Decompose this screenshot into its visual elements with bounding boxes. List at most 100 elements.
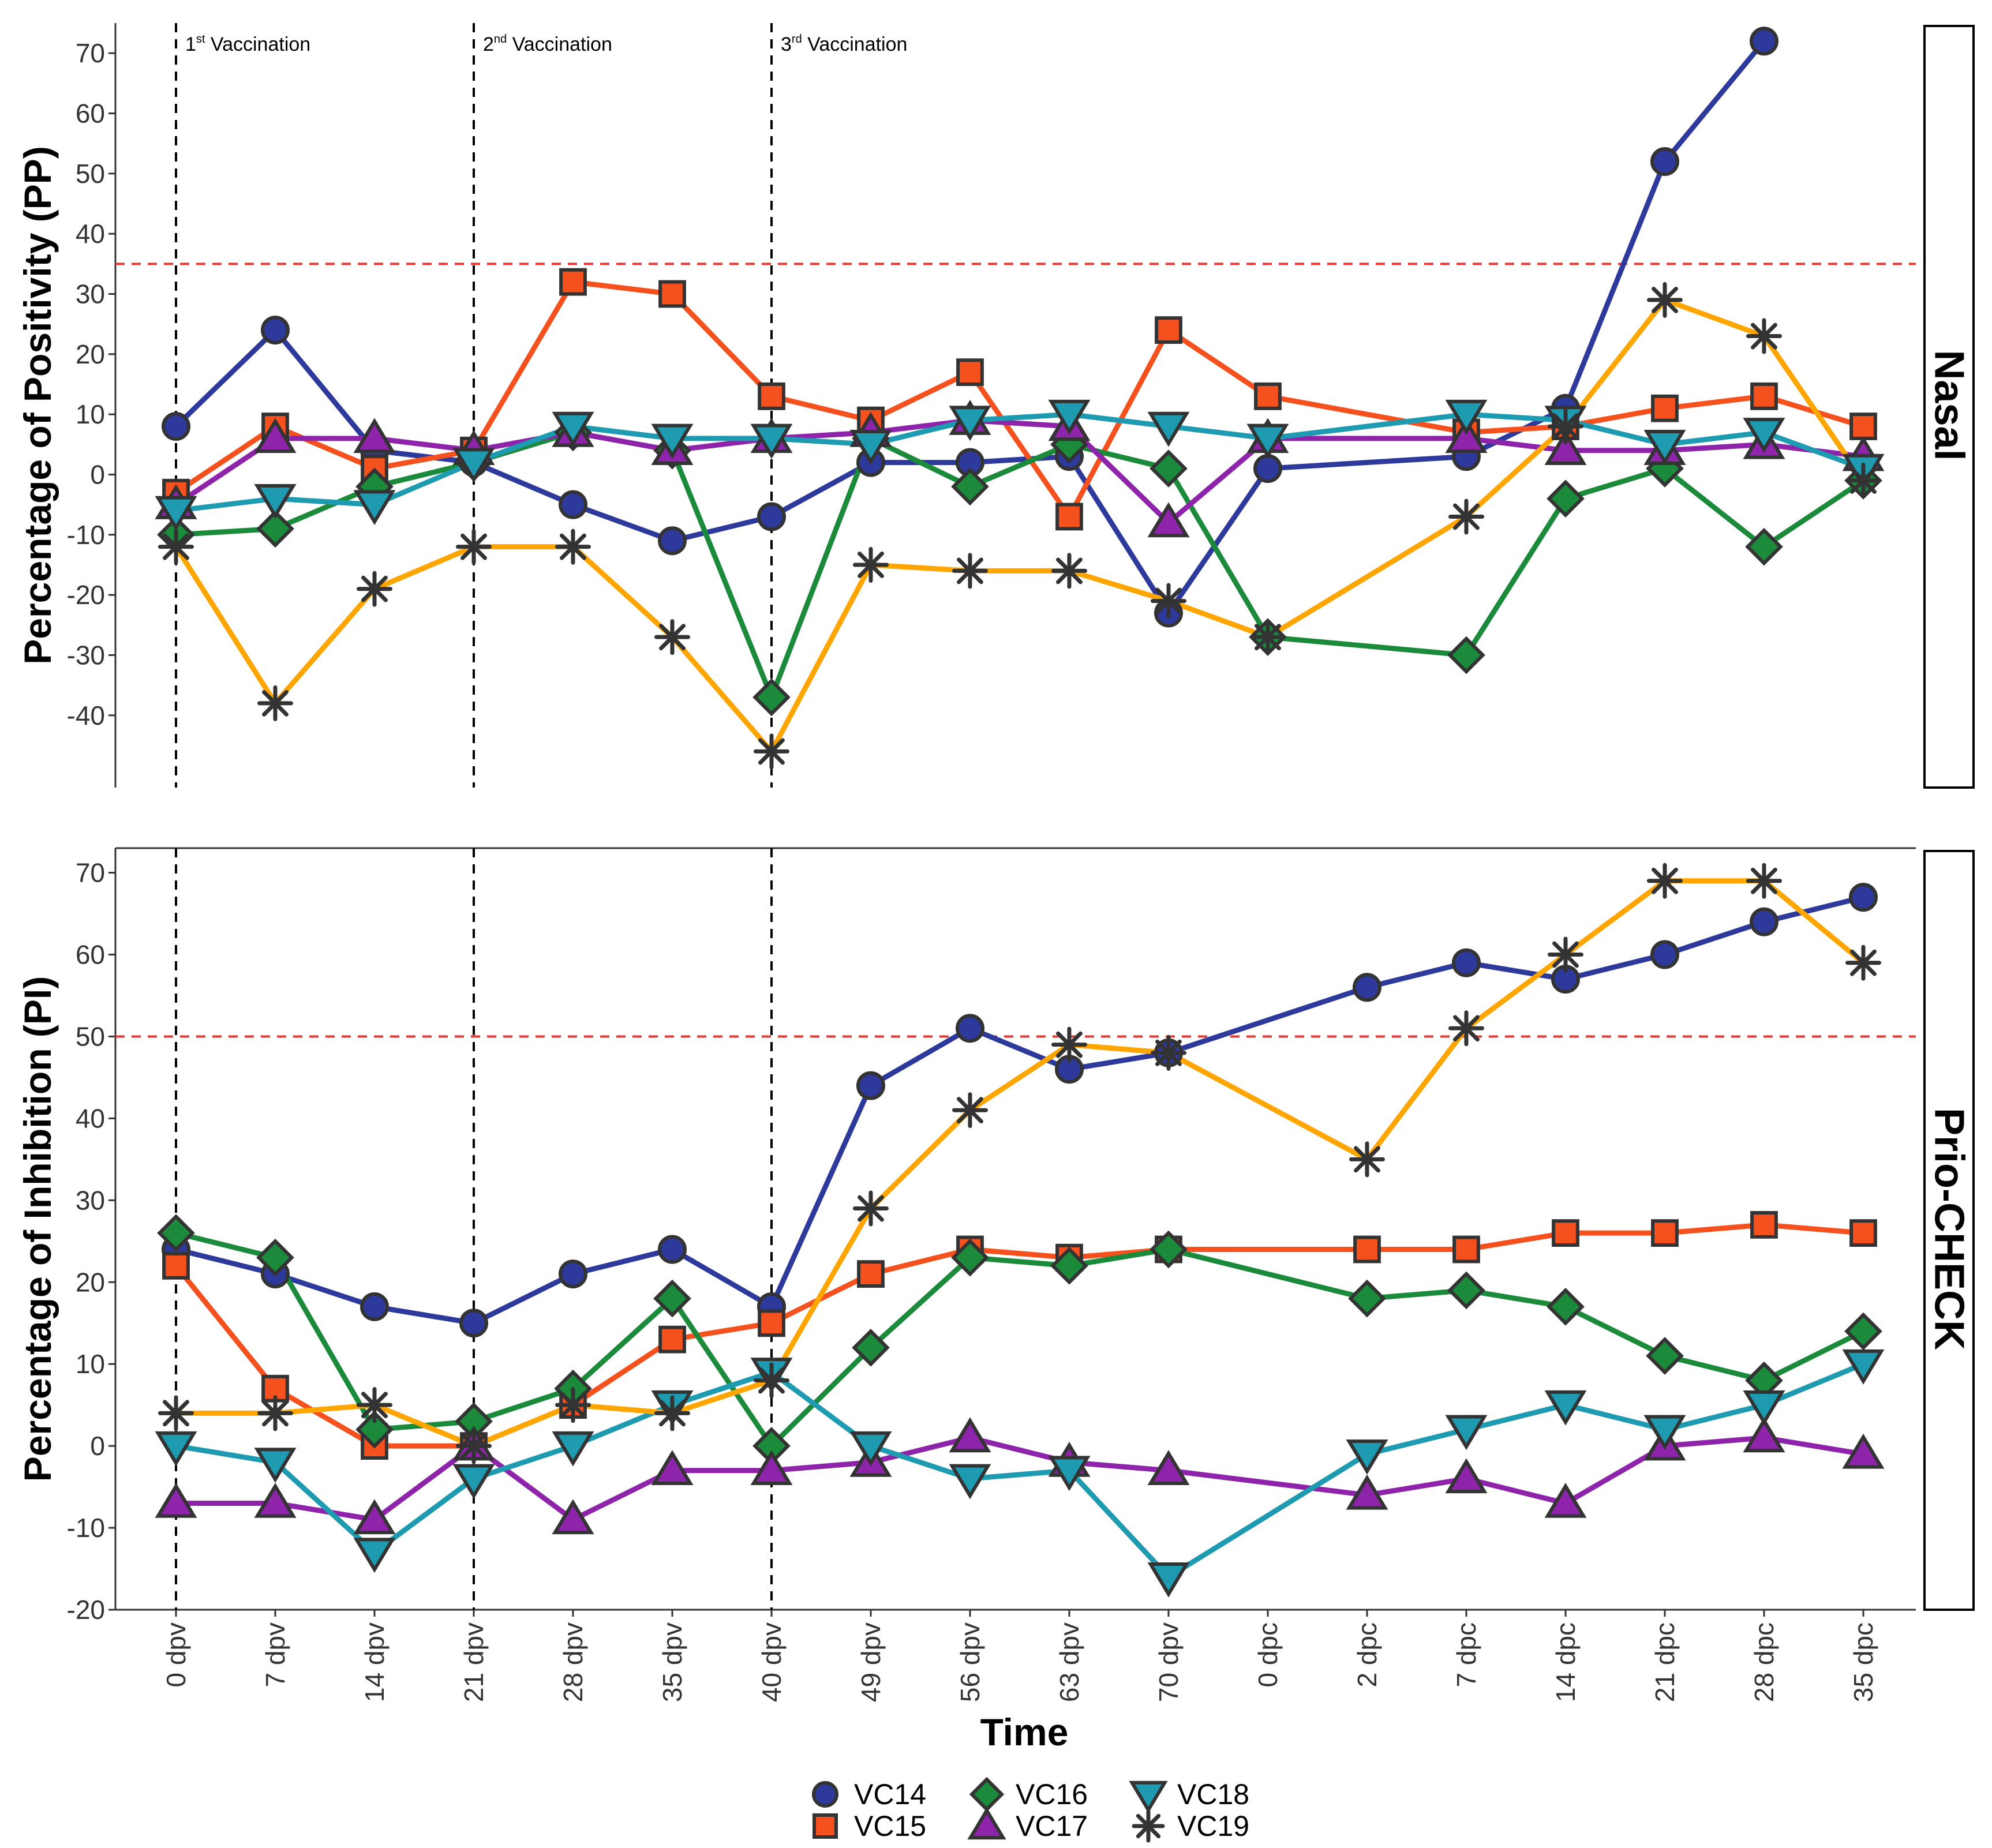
- y-tick-label: 30: [76, 279, 105, 309]
- point-vc19: [654, 1395, 690, 1431]
- point-vc14: [261, 316, 290, 345]
- point-vc19: [754, 1362, 789, 1399]
- legend-label: VC18: [1177, 1778, 1249, 1810]
- point-vc18: [1544, 1390, 1587, 1426]
- legend-item-vc16: VC16: [969, 1776, 1088, 1812]
- point-vc19: [1448, 498, 1484, 535]
- point-vc19: [357, 1387, 392, 1423]
- x-tick-label: 14 dpv: [360, 1622, 390, 1702]
- point-vc19: [1845, 462, 1881, 498]
- x-tick-label: 0 dpc: [1253, 1622, 1283, 1688]
- x-tick-label: 63 dpv: [1054, 1622, 1084, 1702]
- series-line-vc14: [173, 38, 1767, 616]
- point-vc19: [1051, 553, 1087, 589]
- point-vc15: [1552, 1219, 1579, 1247]
- point-vc19: [555, 1387, 591, 1423]
- legend-item-vc17: VC17: [967, 1807, 1088, 1842]
- point-vc16: [1646, 1337, 1684, 1375]
- y-tick-label: 0: [90, 1431, 105, 1461]
- point-vc19: [1051, 1026, 1087, 1063]
- point-vc14: [360, 1292, 389, 1321]
- y-tick-label: 20: [76, 339, 105, 369]
- x-tick-label: 14 dpc: [1551, 1622, 1581, 1702]
- y-tick-label: -40: [67, 700, 105, 730]
- panel-1: -20 -10 0 10 20 30 40 50 60 70 Percentage of Inhib…: [16, 847, 1975, 1625]
- x-tick-label: 28 dpv: [558, 1622, 588, 1702]
- point-vc15: [1353, 1235, 1381, 1264]
- x-tick-label: 21 dpc: [1650, 1622, 1680, 1702]
- y-tick-label: 10: [76, 399, 105, 429]
- point-vc17: [254, 418, 297, 453]
- point-vc19: [1250, 619, 1286, 655]
- point-vc16: [1447, 636, 1485, 674]
- legend-item-vc19: VC19: [1132, 1809, 1249, 1843]
- y-tick-label: -20: [67, 580, 105, 610]
- series-line-vc19: [173, 297, 1866, 754]
- point-vc14: [658, 1235, 687, 1264]
- point-vc15: [658, 280, 686, 308]
- point-vc14: [757, 502, 786, 531]
- point-vc16: [256, 509, 294, 548]
- point-vc16: [1844, 1312, 1882, 1351]
- point-vc15: [1452, 1235, 1480, 1264]
- point-vc16: [653, 1279, 691, 1318]
- point-vc15: [857, 1260, 885, 1288]
- y-axis-title: Percentage of Inhibition (PI): [16, 976, 59, 1482]
- x-tick-label: 7 dpc: [1451, 1622, 1481, 1688]
- point-vc14: [1353, 973, 1381, 1002]
- y-tick-label: -20: [67, 1595, 105, 1625]
- series-line-vc18: [173, 1361, 1866, 1580]
- point-vc18: [552, 1431, 594, 1467]
- point-vc19: [1548, 936, 1583, 973]
- series-line-vc17: [173, 1435, 1866, 1523]
- point-vc18: [1346, 1440, 1388, 1475]
- legend-item-vc15: VC15: [812, 1810, 926, 1842]
- point-vc18: [1743, 1390, 1785, 1426]
- vaccination-label: 3rd Vaccination: [781, 33, 907, 55]
- point-vc18: [353, 1538, 396, 1573]
- x-axis-title: Time: [980, 1711, 1069, 1753]
- point-vc16: [1348, 1279, 1386, 1318]
- y-axis-title: Percentage of Positivity (PP): [16, 146, 59, 665]
- y-tick-label: -10: [67, 520, 105, 550]
- point-vc19: [1151, 583, 1186, 619]
- point-vc18: [849, 1431, 892, 1467]
- point-vc19: [1746, 318, 1782, 354]
- point-vc16: [1547, 1287, 1585, 1326]
- point-vc19: [456, 1428, 492, 1464]
- point-vc19: [1548, 408, 1583, 445]
- point-vc19: [1448, 1010, 1484, 1047]
- point-vc15: [658, 1325, 686, 1354]
- point-vc18: [452, 1464, 495, 1500]
- point-vc17: [1544, 1482, 1587, 1518]
- y-tick-label: 40: [76, 219, 105, 249]
- point-vc14: [1849, 883, 1878, 912]
- legend-item-vc14: VC14: [812, 1778, 926, 1810]
- point-vc19: [853, 1190, 889, 1227]
- point-vc17: [1544, 430, 1587, 466]
- y-tick-label: 20: [76, 1267, 105, 1297]
- point-vc19: [1647, 282, 1683, 318]
- point-vc16: [1149, 449, 1188, 488]
- point-vc19: [158, 528, 194, 565]
- point-vc14: [1750, 907, 1778, 936]
- x-tick-label: 28 dpc: [1749, 1622, 1779, 1702]
- strip-label: Nasal: [1926, 350, 1972, 460]
- point-vc14: [1452, 948, 1481, 977]
- y-tick-label: 30: [76, 1185, 105, 1215]
- point-vc18: [452, 448, 495, 483]
- point-vc19: [952, 1092, 988, 1129]
- legend-label: VC15: [854, 1810, 926, 1842]
- point-vc14: [856, 1071, 885, 1100]
- point-vc16: [256, 1238, 294, 1277]
- point-vc17: [254, 1482, 297, 1518]
- point-vc18: [1445, 399, 1488, 435]
- x-tick-label: 35 dpc: [1848, 1622, 1878, 1702]
- x-tick-label: 7 dpv: [260, 1622, 290, 1688]
- point-vc18: [353, 490, 396, 526]
- series-line-vc18: [173, 411, 1866, 513]
- y-tick-label: 50: [76, 1021, 105, 1051]
- point-vc15: [1155, 316, 1182, 344]
- point-vc18: [1147, 411, 1190, 447]
